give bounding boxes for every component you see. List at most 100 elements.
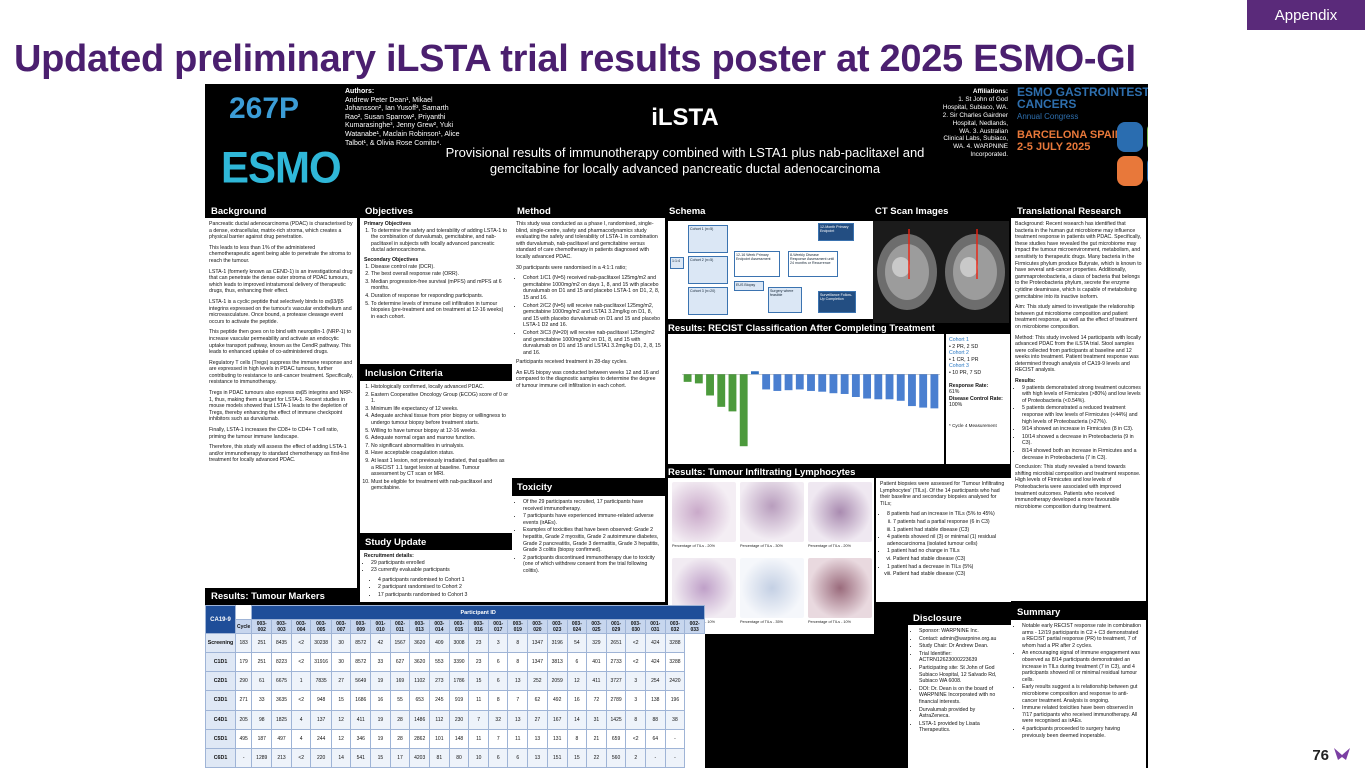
participant-id: 001-029 — [605, 619, 627, 634]
table-cell: 151 — [546, 747, 568, 768]
recist-bar — [829, 374, 838, 394]
section-toxicity: Toxicity — [517, 482, 553, 493]
table-cell: 4 — [290, 728, 312, 749]
table-cell: <2 — [625, 632, 647, 654]
affiliations: Affiliations: 1. St John of God Hospital,… — [940, 88, 1008, 159]
summary-item: 4 participants proceeded to surgery havi… — [1022, 726, 1142, 739]
recist-bar — [773, 374, 782, 391]
table-cell: 169 — [389, 671, 411, 692]
til-panel — [672, 482, 736, 542]
slide-title: Updated preliminary iLSTA trial results … — [14, 38, 1136, 80]
participant-id: 003-020 — [527, 619, 548, 634]
inclusion-item: Eastern Cooperative Oncology Group (ECOG… — [371, 392, 508, 405]
table-cell: 8572 — [350, 632, 372, 654]
table-cell: 3008 — [448, 632, 470, 654]
table-cell: 16 — [566, 690, 588, 711]
table-participant-header: Participant ID — [251, 605, 705, 620]
table-cell: 245 — [429, 690, 450, 711]
participant-id: 003-005 — [310, 619, 332, 634]
table-cell: 273 — [429, 671, 450, 692]
section-method: Method — [517, 206, 551, 217]
table-cell: 138 — [645, 690, 666, 711]
recist-bar — [717, 374, 726, 407]
method-rand: 30 participants were randomised in a 4:1… — [516, 264, 627, 271]
table-cell: - — [234, 747, 253, 768]
table-cell: 495 — [234, 728, 253, 749]
section-disclosure: Disclosure — [913, 613, 962, 624]
table-cell: 62 — [527, 690, 548, 711]
bg-p1: Pancreatic ductal adenocarcinoma (PDAC) … — [209, 221, 353, 241]
participant-id: 003-003 — [271, 619, 292, 634]
table-cell: - — [664, 728, 686, 749]
table-cell: 72 — [586, 690, 607, 711]
table-cell: 346 — [350, 728, 372, 749]
table-cell: 98 — [251, 709, 273, 730]
table-cell: 230 — [448, 709, 470, 730]
table-cell: 30 — [330, 632, 352, 654]
recist-waterfall — [682, 371, 940, 447]
table-row: C6D1-1289 213 <2 220 14 541 15 17 4203 81 80 10 6 6 13… — [205, 747, 705, 768]
bg-p3: LSTA-1 (formerly known as CEND-1) is an … — [209, 268, 353, 295]
recist-bar — [762, 374, 771, 390]
table-cell: 251 — [251, 632, 273, 654]
table-cell: 1686 — [350, 690, 372, 711]
table-cell: 23 — [468, 652, 489, 673]
table-cell: 7 — [487, 728, 509, 749]
table-cell: 3 — [625, 671, 647, 692]
participant-id: 003-030 — [625, 619, 647, 634]
table-cell: 61 — [251, 671, 273, 692]
table-cell: 8572 — [350, 652, 372, 673]
til-subitem: 7 patients had a partial response (6 in … — [893, 519, 1007, 526]
table-cell: 19 — [370, 728, 391, 749]
schema-12-month: 12-Month Primary Endpoint — [818, 223, 854, 241]
table-cell: 560 — [605, 747, 627, 768]
table-cell: 88 — [645, 709, 666, 730]
method-text: This study was conducted as a phase I, r… — [512, 218, 665, 478]
table-cell: 131 — [546, 728, 568, 749]
table-cell: 948 — [310, 690, 332, 711]
inclusion-item: Adequate normal organ and marrow functio… — [371, 435, 508, 442]
bg-p7: Tregs in PDAC tumours also express αvβ5 … — [209, 390, 353, 423]
section-study-update: Study Update — [365, 537, 427, 548]
table-cell: 2733 — [605, 652, 627, 673]
table-cell: 205 — [234, 709, 253, 730]
toxicity-text: Of the 29 participants recruited, 17 par… — [512, 496, 665, 602]
translational-result: 8/14 showed both an increase in Firmicut… — [1022, 448, 1142, 461]
table-cell: 1347 — [527, 632, 548, 654]
table-row: C5D1 495 187 497 4 244 12 346 19 28 2862 101 148 11 7 1… — [205, 728, 705, 749]
inclusion-item: Minimum life expectancy of 12 weeks. — [371, 406, 508, 413]
table-cell: 13 — [527, 747, 548, 768]
row-label: C5D1 — [205, 728, 236, 749]
table-cell: 8 — [625, 709, 647, 730]
disclosure-text: Sponsor: WARPNINE Inc. Contact: admin@wa… — [908, 625, 1011, 768]
translational-method: Method: This study involved 14 participa… — [1015, 334, 1141, 374]
affiliations-list: 1. St John of God Hospital, Subiaco, WA.… — [942, 95, 1008, 159]
table-cell: <2 — [290, 747, 312, 768]
recruitment-subitem: 2 participant randomised to Cohort 2 — [378, 584, 508, 591]
recist-bar — [739, 374, 748, 447]
cohort3-label: Cohort 3 — [949, 363, 969, 370]
table-cell: 27 — [330, 671, 352, 692]
table-cell: 11 — [468, 690, 489, 711]
toxicity-item: 2 participants discontinued immunotherap… — [523, 555, 661, 575]
inclusion-item: Have acceptable coagulation status. — [371, 450, 508, 457]
congress-line4: 2-5 JULY 2025 — [1017, 141, 1091, 153]
recist-bar — [694, 374, 703, 384]
table-cell: <2 — [290, 652, 312, 673]
table-cell: 8 — [507, 632, 529, 654]
table-cell: 653 — [409, 690, 431, 711]
table-cell: 4203 — [409, 747, 431, 768]
table-cell: 1786 — [448, 671, 470, 692]
cohort2-value: • 1 CR, 1 PR — [949, 356, 979, 363]
table-cell: 411 — [586, 671, 607, 692]
recruitment-item: 23 currently evaluable participants — [371, 567, 508, 574]
schema-cohort-1: Cohort 1 (n=5) — [688, 225, 728, 253]
table-cell: 1486 — [409, 709, 431, 730]
participant-id: 001-010 — [370, 619, 391, 634]
til-panel — [740, 482, 804, 542]
toxicity-item: Of the 29 participants recruited, 17 par… — [523, 499, 661, 512]
participant-id: 003-004 — [290, 619, 312, 634]
table-cell: 22 — [586, 747, 607, 768]
section-translational-right: Translational Research — [1017, 206, 1122, 217]
table-cell: 2059 — [546, 671, 568, 692]
